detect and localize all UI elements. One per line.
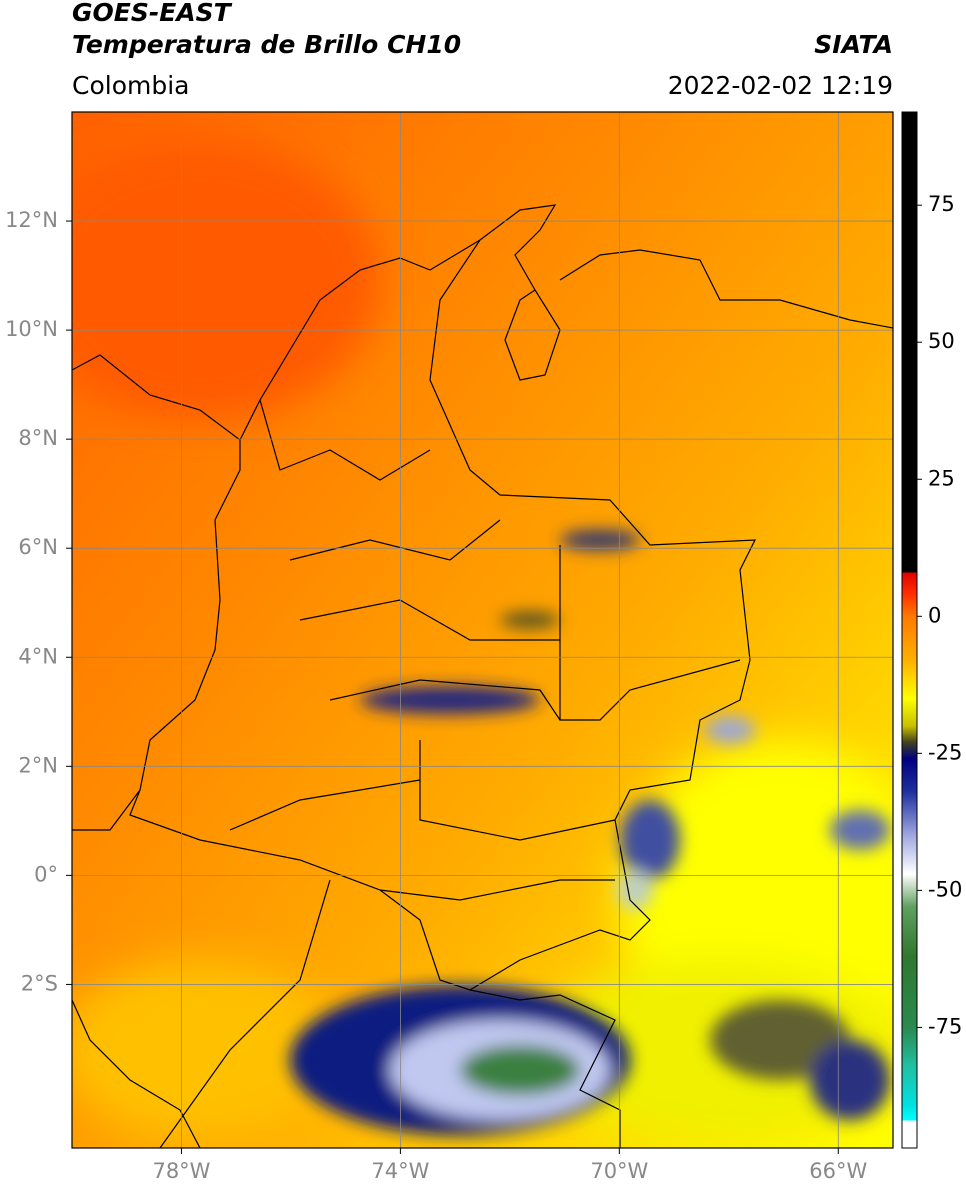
y-tick-label: 2°N [18, 753, 58, 777]
y-tick-label: 10°N [5, 317, 58, 341]
x-tick-label: 74°W [371, 1159, 429, 1183]
colorbar-tick-label: -75 [928, 1014, 962, 1038]
x-tick-label: 78°W [152, 1159, 210, 1183]
y-tick-label: 12°N [5, 208, 58, 232]
map-frame [71, 111, 894, 1149]
title: GOES-EAST [72, 0, 233, 27]
region: Colombia [72, 71, 189, 100]
y-tick-label: 2°S [21, 971, 58, 995]
y-tick-label: 4°N [18, 644, 58, 668]
colorbar [901, 111, 918, 1149]
colorbar-tick-label: -50 [928, 877, 962, 901]
internal-borders [229, 399, 616, 901]
timestamp: 2022-02-02 12:19 [668, 71, 893, 100]
cold-clouds [290, 530, 890, 1135]
source: SIATA [814, 30, 893, 59]
x-tick-label: 66°W [809, 1159, 867, 1183]
coastline [72, 204, 893, 1148]
colorbar-tick-label: 25 [928, 466, 955, 490]
subtitle: Temperatura de Brillo CH10 [72, 30, 461, 59]
colorbar-tick-label: 0 [928, 603, 941, 627]
y-tick-label: 0° [34, 862, 58, 886]
colorbar-tick-label: -25 [928, 740, 962, 764]
y-tick-label: 8°N [18, 426, 58, 450]
grid [72, 112, 893, 1148]
y-tick-label: 6°N [18, 535, 58, 559]
x-tick-label: 70°W [590, 1159, 648, 1183]
map-image [72, 112, 893, 1148]
colorbar-tick-label: 75 [928, 192, 955, 216]
colorbar-tick-label: 50 [928, 329, 955, 353]
